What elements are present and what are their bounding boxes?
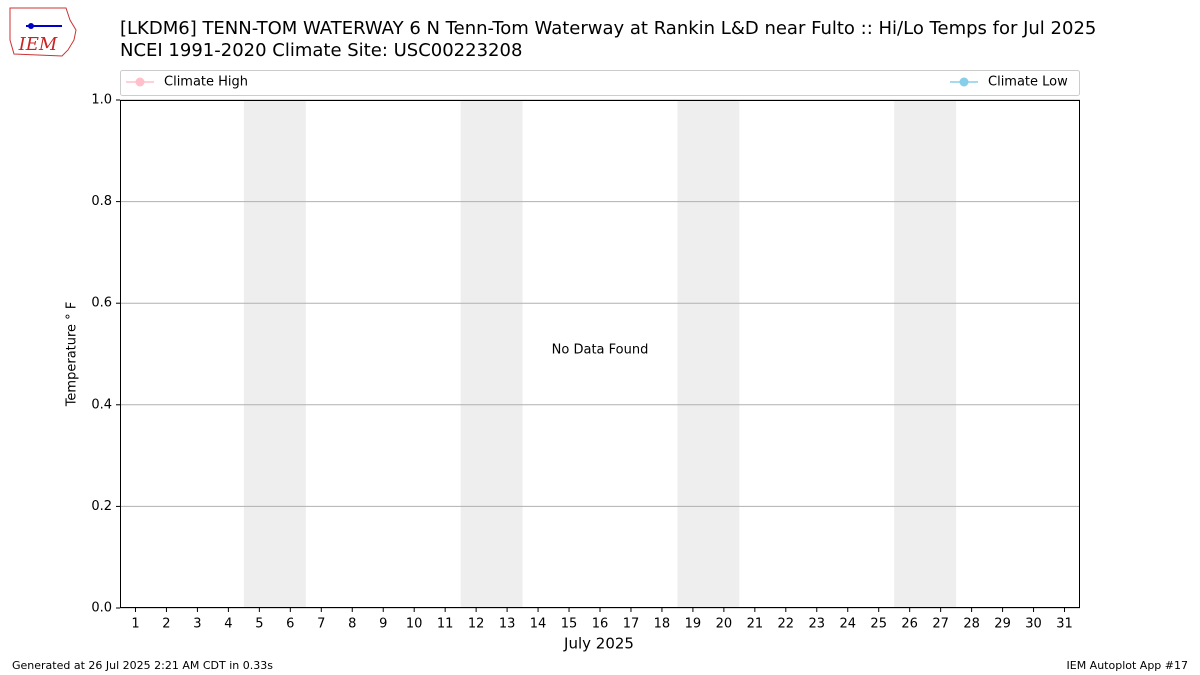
x-tick-label: 5 [255, 617, 263, 632]
footer-left: Generated at 26 Jul 2025 2:21 AM CDT in … [12, 659, 273, 672]
x-tick-label: 14 [530, 617, 547, 632]
x-tick-label: 21 [747, 617, 764, 632]
x-tick-label: 31 [1056, 617, 1073, 632]
x-tick-label: 1 [131, 617, 139, 632]
weekend-shade [460, 100, 523, 608]
x-tick-label: 24 [839, 617, 856, 632]
x-axis-label: July 2025 [563, 635, 634, 653]
axes-frame [120, 100, 1080, 608]
x-tick-label: 27 [932, 617, 949, 632]
x-tick-label: 4 [224, 617, 232, 632]
x-tick-label: 25 [870, 617, 887, 632]
x-tick-label: 17 [623, 617, 640, 632]
footer-right: IEM Autoplot App #17 [1067, 659, 1189, 672]
weekend-shade [677, 100, 740, 608]
logo: IEM [9, 7, 77, 57]
chart-title: [LKDM6] TENN-TOM WATERWAY 6 N Tenn-Tom W… [120, 18, 1096, 39]
legend [120, 70, 1080, 96]
x-tick-label: 12 [468, 617, 485, 632]
y-tick-label: 0.6 [91, 296, 112, 311]
x-tick-label: 6 [286, 617, 294, 632]
y-axis-label: Temperature ° F [65, 302, 80, 408]
legend-marker [135, 77, 145, 87]
x-tick-label: 20 [716, 617, 733, 632]
x-tick-label: 9 [379, 617, 387, 632]
x-tick-label: 2 [162, 617, 170, 632]
x-tick-label: 8 [348, 617, 356, 632]
legend-label: Climate Low [988, 75, 1068, 90]
x-tick-label: 7 [317, 617, 325, 632]
x-tick-label: 11 [437, 617, 454, 632]
x-tick-label: 19 [685, 617, 702, 632]
y-tick-label: 0.8 [91, 194, 112, 209]
annotation: No Data Found [552, 343, 649, 358]
x-tick-label: 16 [592, 617, 609, 632]
x-tick-label: 18 [654, 617, 671, 632]
x-tick-label: 15 [561, 617, 578, 632]
x-tick-label: 23 [809, 617, 826, 632]
logo-text: IEM [18, 34, 58, 55]
y-tick-label: 0.4 [91, 397, 112, 412]
weekend-shade [894, 100, 957, 608]
x-tick-label: 3 [193, 617, 201, 632]
y-tick-label: 0.2 [91, 499, 112, 514]
x-tick-label: 29 [994, 617, 1011, 632]
x-tick-label: 30 [1025, 617, 1042, 632]
y-tick-label: 1.0 [91, 93, 112, 108]
x-tick-label: 10 [406, 617, 423, 632]
y-tick-label: 0.0 [91, 601, 112, 616]
legend-marker [959, 77, 969, 87]
legend-label: Climate High [164, 75, 248, 90]
x-tick-label: 28 [963, 617, 980, 632]
chart-subtitle: NCEI 1991-2020 Climate Site: USC00223208 [120, 40, 522, 61]
x-tick-label: 26 [901, 617, 918, 632]
x-tick-label: 22 [778, 617, 795, 632]
weekend-shade [243, 100, 306, 608]
x-tick-label: 13 [499, 617, 516, 632]
